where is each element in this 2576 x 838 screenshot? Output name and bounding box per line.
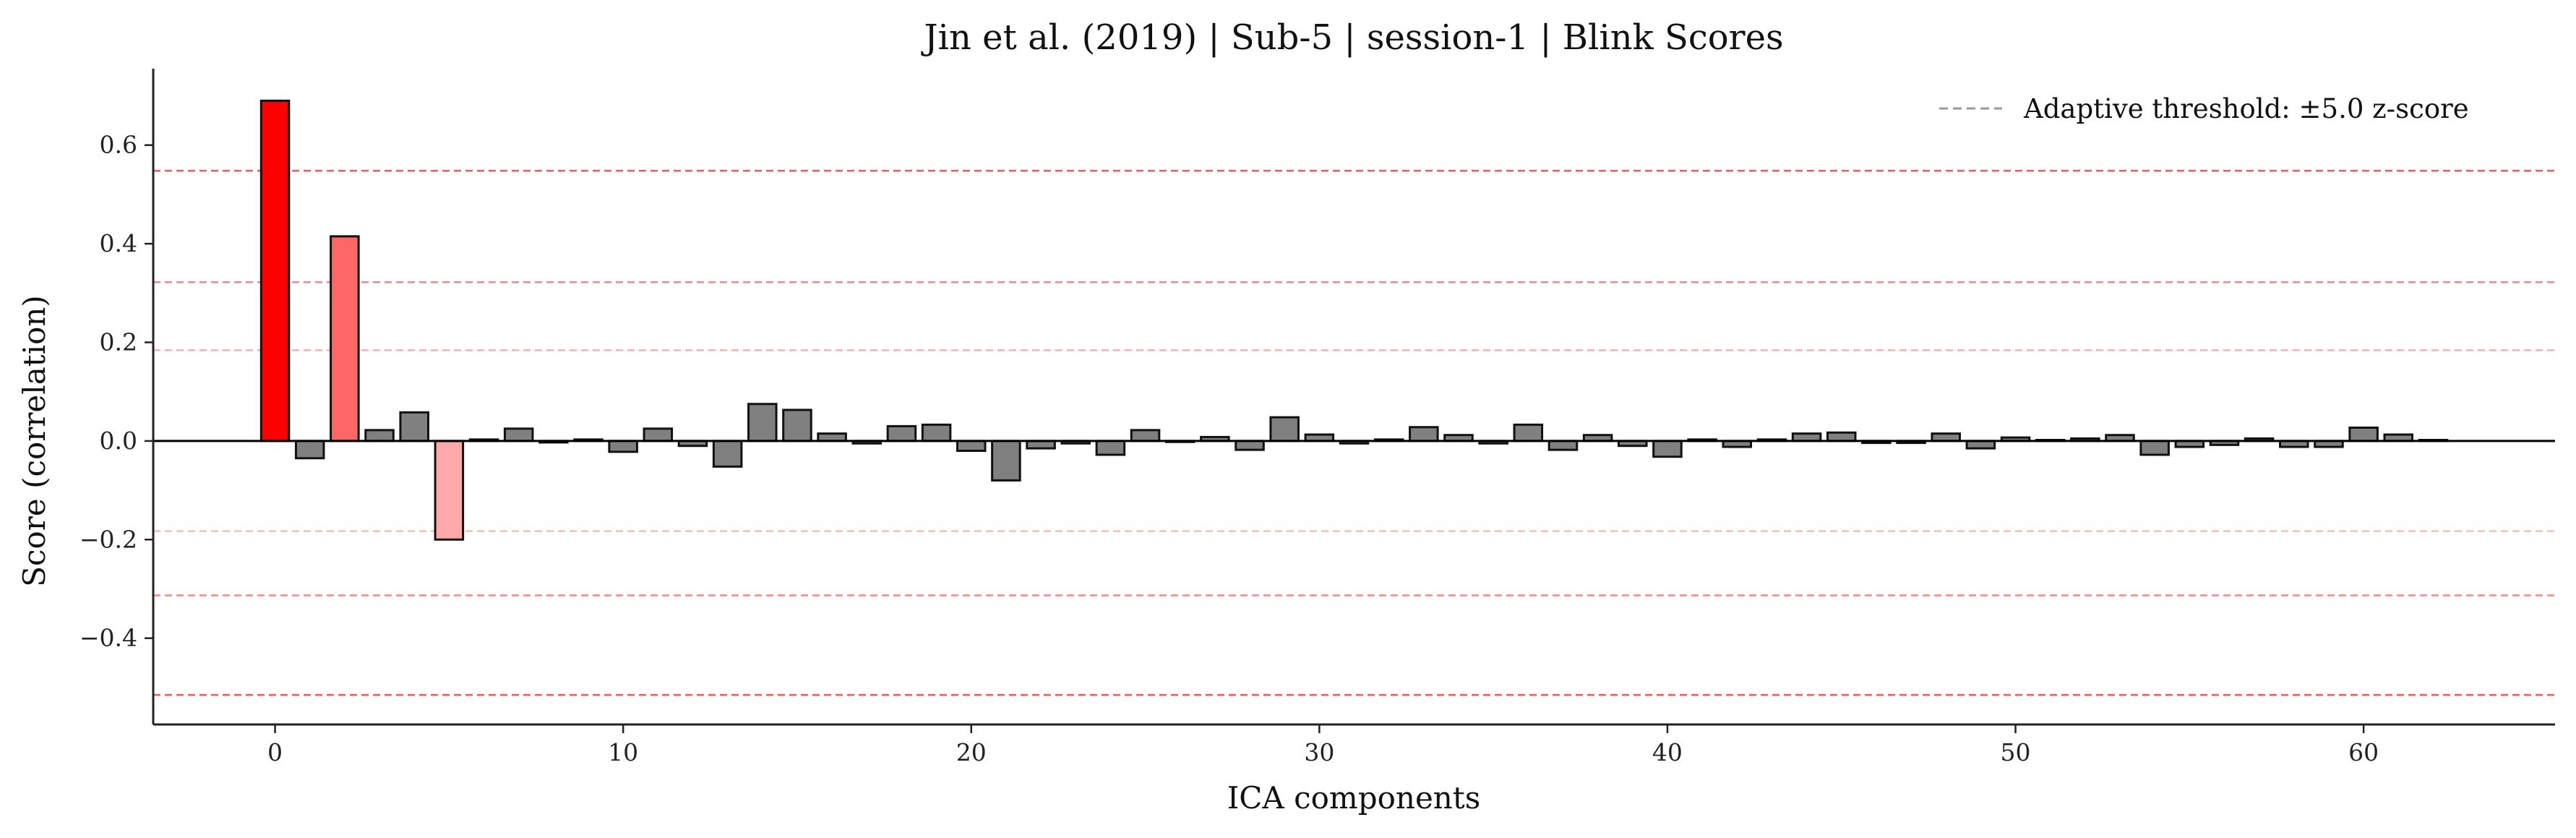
legend-label: Adaptive threshold: ±5.0 z-score	[2023, 93, 2469, 124]
bar	[921, 423, 952, 442]
bar	[1931, 432, 1961, 442]
bar	[1791, 432, 1822, 442]
bar	[1652, 440, 1683, 458]
bar	[399, 411, 429, 442]
bar	[1965, 440, 1996, 450]
bar	[886, 424, 917, 442]
bar	[956, 440, 987, 453]
bar	[1513, 423, 1544, 442]
y-tick-label: 0.6	[100, 131, 137, 159]
bar	[1235, 440, 1265, 451]
bar	[747, 403, 778, 442]
y-axis-label: Score (correlation)	[17, 295, 52, 587]
y-tick-label: −0.4	[80, 624, 137, 652]
y-tick-label: 0.0	[100, 427, 137, 455]
x-tick-label: 10	[608, 738, 638, 766]
bar	[1130, 429, 1161, 442]
x-tick-label: 0	[267, 738, 283, 766]
bar	[259, 99, 291, 442]
bar	[817, 432, 847, 442]
bar	[1826, 431, 1857, 442]
x-tick-label: 40	[1652, 738, 1683, 766]
bar	[712, 440, 743, 468]
x-tick-label: 20	[956, 738, 987, 766]
x-axis-label: ICA components	[1227, 780, 1481, 816]
bar	[991, 440, 1021, 482]
bar	[1026, 440, 1056, 450]
bar	[1547, 440, 1579, 451]
bar	[503, 427, 534, 442]
x-tick-label: 60	[2348, 738, 2379, 766]
y-tick-label: 0.4	[100, 229, 137, 257]
bar	[1095, 440, 1126, 456]
bars	[259, 99, 2449, 541]
x-tick-label: 30	[1304, 738, 1334, 766]
bar	[1409, 426, 1439, 442]
y-tick-label: −0.2	[80, 525, 137, 553]
bar	[782, 409, 812, 442]
bar	[2139, 440, 2170, 456]
bar	[643, 427, 674, 442]
bar	[330, 235, 360, 442]
bar	[364, 429, 395, 442]
bar	[2348, 426, 2379, 442]
bar	[608, 440, 638, 453]
axes	[152, 69, 2555, 726]
bar	[294, 440, 325, 460]
bar	[1269, 416, 1300, 442]
threshold-lines	[153, 169, 2555, 696]
legend: Adaptive threshold: ±5.0 z-score	[1939, 93, 2469, 124]
chart-title: Jin et al. (2019) | Sub-5 | session-1 | …	[920, 17, 1783, 58]
y-tick-label: 0.2	[100, 328, 137, 356]
tick-labels: 0 10 20 30 40 50 60 −0.4 −0.2 0.0 0.2 0.4 0.6	[80, 131, 2379, 766]
bar	[434, 440, 465, 541]
x-tick-label: 50	[2001, 738, 2031, 766]
